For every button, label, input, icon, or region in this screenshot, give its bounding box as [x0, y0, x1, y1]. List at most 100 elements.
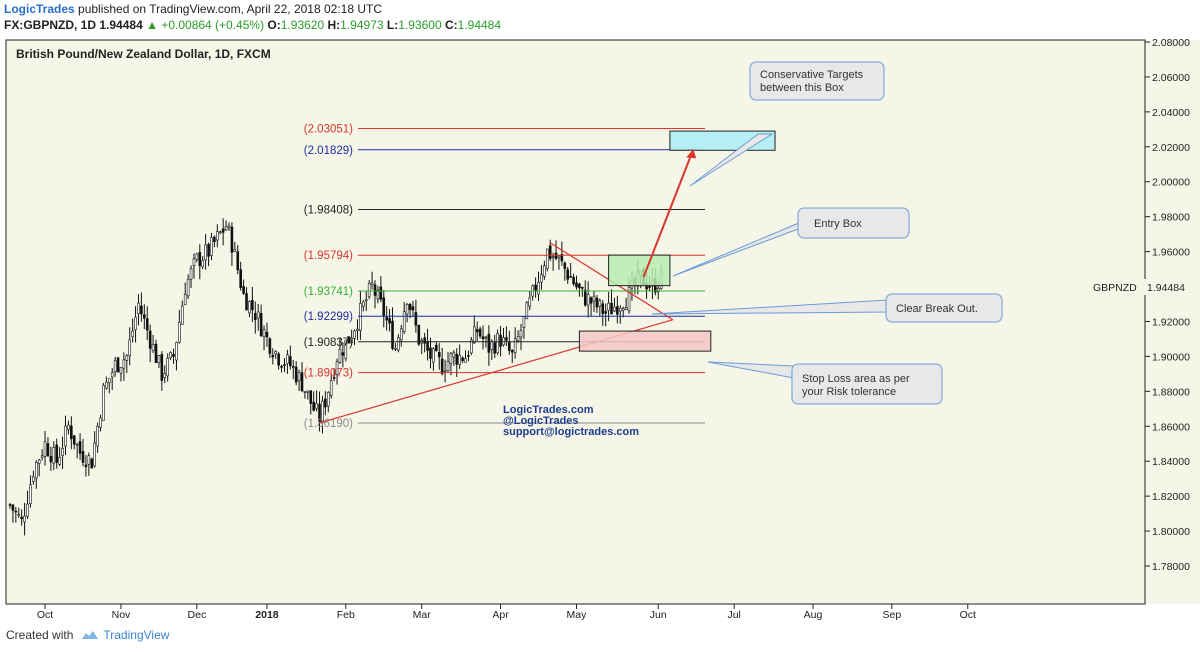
candle-body [455, 353, 459, 365]
candle-body [508, 342, 511, 351]
candle-body [271, 354, 275, 358]
x-tick-label: Apr [492, 609, 509, 621]
last-price-tag-bg [1090, 279, 1196, 295]
candle-body [528, 297, 532, 307]
x-tick-label: Dec [188, 609, 207, 621]
breakout-callout[interactable]: Clear Break Out. [651, 293, 1003, 323]
candle-body [592, 295, 596, 302]
candle-body [324, 398, 327, 408]
footer: Created with TradingView [6, 628, 169, 642]
candle-body [405, 303, 409, 315]
candle-body [332, 377, 336, 379]
candle-body [280, 366, 283, 368]
fib-level-label: (1.89073) [304, 368, 353, 380]
symbol-label: FX:GBPNZD, 1D [4, 18, 97, 32]
candle-body [102, 384, 105, 421]
targets-callout[interactable]: Conservative Targets between this Box [689, 61, 885, 187]
candle-body [122, 359, 126, 369]
candle-body [525, 302, 529, 320]
last-price: 1.94484 [99, 18, 143, 32]
candle-body [40, 455, 44, 458]
y-tick-label: 1.86000 [1152, 421, 1190, 433]
candle-body [312, 401, 315, 411]
candle-body [350, 337, 353, 344]
x-tick-label: Sep [882, 609, 901, 621]
tradingview-link[interactable]: TradingView [81, 628, 169, 642]
x-tick-label: Aug [804, 609, 823, 621]
candle-body [373, 284, 377, 296]
candle-body [543, 265, 546, 277]
candle-body [145, 318, 149, 331]
high-label: H: [327, 18, 341, 32]
candle-body [341, 352, 345, 356]
target-arrow-head [686, 149, 697, 159]
candle-body [125, 355, 129, 361]
x-tick-label: Feb [337, 609, 355, 621]
candle-body [581, 286, 584, 289]
watermark-line-2: @LogicTrades [503, 415, 579, 427]
candle-body [189, 268, 193, 280]
candle-body [382, 297, 386, 317]
candle-body [478, 328, 482, 337]
candle-body [198, 252, 202, 267]
fib-level-label: (1.90837) [304, 337, 353, 349]
candle-body [55, 444, 59, 463]
candle-body [166, 357, 169, 377]
stoploss-callout[interactable]: Stop Loss area as per your Risk tolerance [707, 361, 943, 405]
candle-body [586, 294, 590, 306]
candle-body [551, 256, 555, 258]
breakout-callout-box [885, 293, 1003, 323]
brand-link[interactable]: LogicTrades [4, 2, 75, 16]
candle-body [20, 516, 23, 520]
candle-body [26, 503, 29, 517]
chart-container[interactable]: (2.03051) (2.01829) (1.98408) (1.95794) (1.9… [0, 36, 1200, 622]
candle-body [449, 353, 453, 365]
candle-body [128, 339, 132, 357]
stoploss-line-2: your Risk tolerance [802, 386, 896, 398]
candle-body [23, 515, 26, 523]
candle-body [522, 316, 526, 328]
close-value: 1.94484 [457, 18, 502, 32]
candle-body [297, 372, 301, 382]
x-tick-label: Mar [413, 609, 432, 621]
candle-body [388, 318, 391, 324]
y-tick-label: 2.06000 [1152, 72, 1190, 84]
candle-body [277, 353, 280, 366]
y-tick-label: 1.88000 [1152, 386, 1190, 398]
candle-body [137, 302, 140, 315]
x-tick-label: May [567, 609, 588, 621]
candle-body [134, 316, 137, 330]
candle-body [490, 341, 494, 350]
candle-body [589, 297, 593, 304]
y-tick-label: 1.78000 [1152, 561, 1190, 573]
candle-body [81, 451, 85, 463]
candle-body [201, 260, 205, 268]
candle-body [379, 286, 383, 300]
candle-body [563, 262, 567, 269]
candle-body [572, 276, 575, 285]
candle-body [75, 443, 79, 446]
candle-body [624, 307, 628, 311]
candle-body [414, 312, 418, 326]
y-tick-label: 2.00000 [1152, 177, 1190, 189]
entry-callout[interactable]: Entry Box [672, 207, 910, 277]
x-tick-label: Oct [960, 609, 976, 621]
candle-body [268, 338, 272, 354]
candle-body [210, 237, 213, 256]
candle-body [338, 348, 342, 363]
y-tick-label: 1.84000 [1152, 456, 1190, 468]
stoploss-callout-text: Stop Loss area as per your Risk tolerance [802, 373, 910, 398]
candle-body [14, 510, 18, 513]
candle-body [8, 504, 12, 506]
candle-body [154, 343, 158, 363]
candle-body [569, 276, 572, 278]
watermark: LogicTrades.com @LogicTrades support@log… [503, 404, 639, 438]
candle-body [362, 301, 365, 308]
chart-svg[interactable]: (2.03051) (2.01829) (1.98408) (1.95794) (1.9… [0, 36, 1200, 622]
candle-body [359, 303, 362, 331]
candle-body [289, 356, 292, 367]
candle-body [67, 424, 70, 430]
candle-body [52, 446, 56, 464]
stoploss-callout-box [791, 363, 943, 405]
candle-body [499, 334, 502, 347]
